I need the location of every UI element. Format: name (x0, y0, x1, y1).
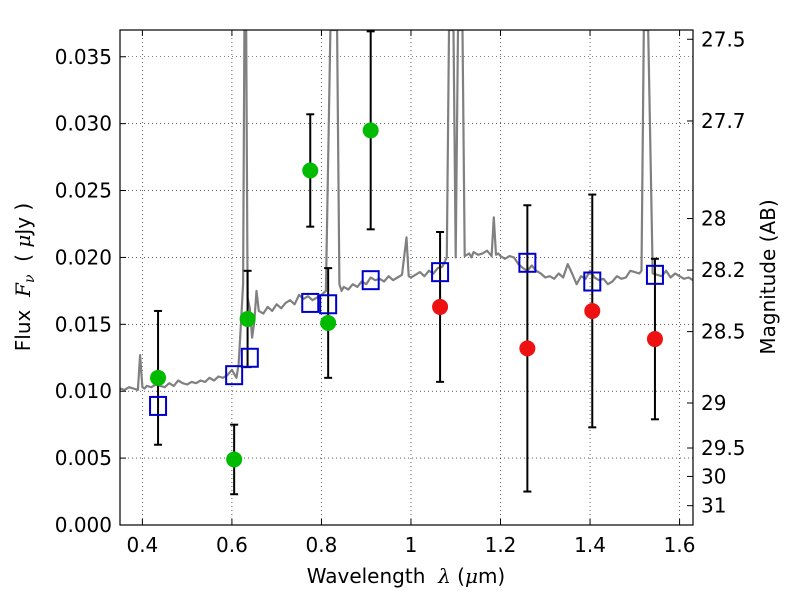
model-square (361, 270, 380, 291)
x-axis-label-mu: μ (465, 564, 478, 588)
y-axis-label-open: ( (11, 248, 35, 275)
x-tick-label: 0.6 (216, 533, 248, 557)
undetected-point (584, 302, 601, 319)
detected-point (362, 122, 379, 139)
y-axis-label-mu: μ (11, 235, 35, 248)
model-square (319, 294, 338, 315)
y-axis-label: Flux Fν ( μJy ) (11, 203, 38, 351)
x-axis-label-text: Wavelength (307, 564, 438, 588)
point-layer (150, 122, 663, 468)
y2-tick-label: 29 (701, 391, 726, 415)
y2-tick-label: 28.5 (701, 320, 746, 344)
x-tick-label: 1.6 (664, 533, 696, 557)
y2-tick-label: 28.2 (701, 258, 746, 282)
y-axis-label-f: F (11, 282, 35, 298)
y2-tick-label: 27.7 (701, 109, 746, 133)
y2-tick-label: 28 (701, 207, 726, 231)
spectrum-layer (120, 30, 693, 391)
grid (120, 30, 693, 525)
x-axis-label-open: ( (451, 564, 465, 588)
model-square (645, 264, 664, 285)
y2-tick-label: 29.5 (701, 436, 746, 460)
detected-point (150, 369, 167, 386)
model-square (583, 271, 602, 292)
y2-tick-label: 30 (701, 464, 726, 488)
model-layer (149, 252, 664, 416)
y-tick-label: 0.015 (55, 312, 112, 336)
x-tick-label: 1 (405, 533, 418, 557)
y2-axis-ticks: 27.5 27.7 28 28.2 28.5 29 29.5 30 31 (687, 27, 746, 518)
y-axis-label-text: Flux (11, 297, 35, 351)
undetected-point (646, 331, 663, 348)
spectrum-line (120, 30, 693, 391)
undetected-point (519, 340, 536, 357)
y-tick-label: 0.010 (55, 379, 112, 403)
x-axis-label-lambda: λ (437, 564, 451, 588)
plot-area (120, 30, 693, 525)
model-square (431, 262, 450, 283)
y2-tick-label: 31 (701, 494, 726, 518)
y-tick-label: 0.020 (55, 245, 112, 269)
x-axis-label: Wavelength λ (μm) (307, 564, 506, 588)
x-axis-ticks: 0.4 0.6 0.8 1 1.2 1.4 1.6 (126, 30, 695, 557)
y-tick-label: 0.005 (55, 446, 112, 470)
y-tick-label: 0.035 (55, 45, 112, 69)
detected-point (302, 162, 319, 179)
detected-point (320, 314, 337, 331)
y-axis-label-unit: Jy ) (11, 203, 35, 237)
y2-tick-label: 27.5 (701, 27, 746, 51)
y-axis-ticks: 0.000 0.005 0.010 0.015 0.020 0.025 0.030 0.035 (55, 45, 126, 537)
x-tick-label: 0.4 (126, 533, 158, 557)
y-tick-label: 0.030 (55, 112, 112, 136)
x-tick-label: 0.8 (306, 533, 338, 557)
model-square (225, 365, 244, 386)
detected-point (226, 451, 243, 468)
x-axis-label-unit: m) (478, 564, 505, 588)
y-axis-label-nu: ν (22, 274, 38, 283)
model-square (149, 395, 168, 416)
model-square (301, 292, 320, 313)
detected-point (239, 310, 256, 327)
x-tick-label: 1.4 (574, 533, 606, 557)
y-tick-label: 0.000 (55, 513, 112, 537)
plot-frame (119, 29, 694, 526)
x-tick-label: 1.2 (485, 533, 517, 557)
y2-axis-label: Magnitude (AB) (756, 199, 780, 354)
undetected-point (432, 298, 449, 315)
model-square (240, 347, 259, 368)
model-square (518, 252, 537, 273)
y-tick-label: 0.025 (55, 179, 112, 203)
